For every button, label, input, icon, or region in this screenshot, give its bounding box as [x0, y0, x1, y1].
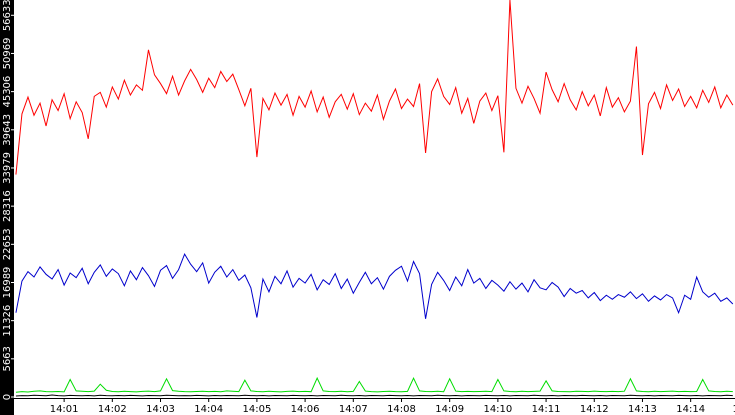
x-tick-label: 14:08 [387, 404, 416, 415]
x-tick-label: 14 [732, 404, 735, 415]
x-tick-label: 14:02 [98, 404, 127, 415]
y-tick-label: 5663 [2, 346, 13, 371]
y-tick-label: 39643 [2, 114, 13, 146]
x-tick-label: 14:05 [242, 404, 271, 415]
x-tick-label: 14:09 [435, 404, 464, 415]
x-tick-label: 14:07 [339, 404, 368, 415]
series-line [15, 376, 733, 393]
series-line [15, 252, 734, 319]
y-tick-label: 45306 [2, 76, 13, 108]
y-tick-label: 22653 [2, 228, 13, 260]
series-line [15, 394, 733, 397]
y-tick-label: 56633 [2, 0, 13, 31]
x-tick-label: 14:03 [146, 404, 175, 415]
x-tick-label: 14:12 [580, 404, 609, 415]
x-tick-label: 14:01 [50, 404, 79, 415]
x-tick-label: 14:10 [483, 404, 512, 415]
y-tick-label: 0 [2, 394, 13, 400]
x-tick-label: 14:11 [532, 404, 561, 415]
y-tick-label: 50969 [2, 38, 13, 70]
y-tick-label: 33979 [2, 152, 13, 184]
y-tick-label: 11326 [2, 305, 13, 337]
y-axis-strip [0, 0, 14, 415]
x-tick-label: 14:14 [676, 404, 705, 415]
x-tick-label: 14:06 [291, 404, 320, 415]
y-tick-label: 16989 [2, 267, 13, 299]
x-tick-label: 14:04 [194, 404, 223, 415]
y-tick-label: 28316 [2, 190, 13, 222]
x-tick-label: 14:13 [628, 404, 657, 415]
series-line [15, 0, 734, 175]
